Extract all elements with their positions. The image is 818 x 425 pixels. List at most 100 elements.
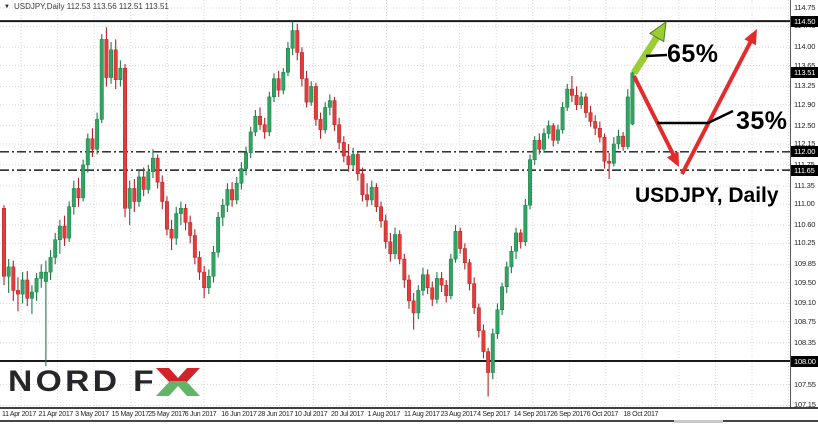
candle xyxy=(81,164,86,199)
candle xyxy=(43,271,48,282)
candle xyxy=(253,116,258,133)
price-axis[interactable]: 114.75114.40114.00113.65113.25112.90112.… xyxy=(790,0,818,410)
candle xyxy=(360,173,365,195)
date-label: 6 Jun 2017 xyxy=(184,411,217,418)
candle xyxy=(532,140,537,160)
candle xyxy=(57,225,62,240)
candle xyxy=(113,49,118,80)
candle xyxy=(16,290,20,295)
candle xyxy=(439,278,444,286)
candle xyxy=(123,67,127,209)
candle xyxy=(434,278,439,300)
candle xyxy=(151,157,155,172)
price-label: 108.35 xyxy=(794,337,816,347)
window-bottom-border xyxy=(0,420,818,422)
candle xyxy=(351,154,356,166)
candle xyxy=(569,88,574,96)
candle xyxy=(71,188,76,207)
date-label: 25 May 2017 xyxy=(148,411,186,418)
candle xyxy=(528,159,532,206)
candle xyxy=(355,154,360,175)
price-level-lines xyxy=(0,20,790,363)
date-label: 10 Jul 2017 xyxy=(294,411,328,418)
candle xyxy=(430,287,435,300)
date-label: 14 Sep 2017 xyxy=(513,411,551,418)
candle xyxy=(630,72,635,125)
price-label: 107.15 xyxy=(794,400,816,410)
candle xyxy=(174,213,179,239)
candle xyxy=(327,100,332,108)
logo-text: NORD F xyxy=(8,365,157,398)
candle xyxy=(332,100,337,125)
candle xyxy=(518,232,523,243)
current-price-box: 113.51 xyxy=(791,67,818,79)
candle xyxy=(272,78,276,98)
time-axis[interactable]: 11 Apr 2017 21 Apr 2017 3 May 2017 15 May 2… xyxy=(0,407,818,423)
candle xyxy=(393,234,397,255)
candle xyxy=(225,189,230,206)
candle xyxy=(202,271,207,289)
candle xyxy=(616,135,621,145)
nordfx-logo: NORD F xyxy=(8,367,201,397)
candlestick-chart[interactable] xyxy=(0,0,790,407)
candle xyxy=(467,262,472,284)
up-percent-leader xyxy=(645,53,668,58)
candle xyxy=(323,107,328,131)
candle xyxy=(313,86,318,120)
candle xyxy=(593,121,598,129)
candle xyxy=(462,248,467,263)
candles[interactable] xyxy=(2,21,635,397)
candle xyxy=(369,187,374,201)
candle xyxy=(34,278,39,293)
candle xyxy=(39,271,44,279)
candle xyxy=(537,140,542,150)
candle xyxy=(188,222,193,236)
candle xyxy=(178,208,183,214)
candle xyxy=(555,129,560,141)
candle xyxy=(6,266,11,277)
candle xyxy=(25,279,30,299)
candle xyxy=(514,232,518,252)
candle xyxy=(183,208,188,223)
candle xyxy=(500,286,505,311)
candle xyxy=(397,234,402,260)
price-line-box: 111.65 xyxy=(791,164,818,176)
candle xyxy=(411,300,416,314)
collapse-icon[interactable]: ▼ xyxy=(4,3,10,10)
candle xyxy=(421,274,425,291)
candle xyxy=(453,231,458,260)
bullish-arrow-head xyxy=(648,20,667,43)
bearish-arrow-up-head xyxy=(744,29,757,46)
candle xyxy=(621,135,626,147)
scrollbar[interactable] xyxy=(674,420,723,423)
candle xyxy=(276,78,281,91)
candle xyxy=(281,72,286,91)
price-label: 111.75 xyxy=(791,160,818,169)
candle xyxy=(579,96,584,106)
price-label: 114.75 xyxy=(794,3,816,12)
candle xyxy=(611,143,616,164)
candle xyxy=(504,266,509,288)
candle xyxy=(546,125,551,134)
date-label: 1 Aug 2017 xyxy=(367,411,401,418)
candle xyxy=(560,107,565,131)
price-label: 112.15 xyxy=(794,138,816,148)
candle xyxy=(104,39,109,78)
bearish-arrow-up-shaft xyxy=(680,38,754,175)
candle xyxy=(2,208,6,277)
candle xyxy=(486,351,491,373)
candle xyxy=(495,309,500,335)
candle xyxy=(267,96,272,133)
chart-title-text: USDJPY,Daily 112.53 113.56 112.51 113.51 xyxy=(13,2,169,11)
candle xyxy=(472,283,477,308)
candle xyxy=(346,155,351,166)
date-label: 3 May 2017 xyxy=(75,411,109,418)
candle xyxy=(523,204,528,243)
candle xyxy=(607,160,612,164)
date-label: 4 Sep 2017 xyxy=(477,411,510,418)
price-label: 113.25 xyxy=(794,81,816,91)
candle xyxy=(155,157,160,183)
date-label: 11 Apr 2017 xyxy=(2,411,36,418)
candle xyxy=(574,95,579,106)
candle xyxy=(588,112,593,122)
